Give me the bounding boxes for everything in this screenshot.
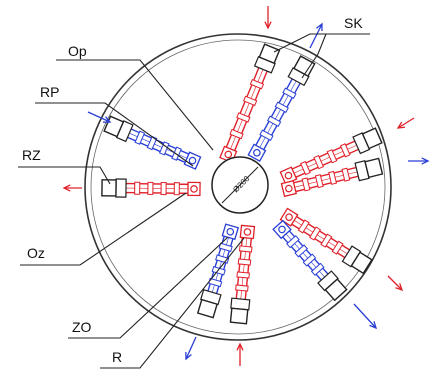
motion-arrows [62,6,430,366]
chamber-inner-circle [90,39,386,335]
manipulator-arms [101,43,384,325]
manipulator-arm-9 [196,223,240,319]
arrow-4 [62,184,82,192]
arrow-3 [87,111,112,123]
arrow-8 [353,303,378,330]
leader-rp [35,102,194,167]
arrow-5 [396,117,415,129]
label-op: Op [68,43,87,59]
label-sk: SK [344,15,363,31]
label-oz: Oz [27,245,45,261]
manipulator-arm-10 [229,224,256,325]
manipulator-arm-7 [279,207,373,275]
manipulator-arm-6 [280,157,384,198]
arrow-10 [236,342,244,366]
label-r: R [112,349,122,365]
manipulator-arm-5 [279,127,383,185]
manipulator-arm-3 [103,115,202,170]
arrow-6 [408,157,430,165]
manipulator-arm-4 [101,178,201,198]
leader-rz [18,166,111,185]
leader-lines [18,33,370,369]
leader-oz [20,192,187,266]
manipulator-arm-8 [272,219,348,302]
label-rz: RZ [22,147,41,163]
arrow-1 [264,6,272,30]
hub-diameter-line [221,166,259,204]
arrow-7 [387,275,404,292]
label-zo: ZO [72,319,92,335]
label-rp: RP [40,84,59,100]
manipulator-arm-2 [247,55,316,163]
arrow-2 [309,22,323,49]
chamber-outer-circle [84,33,392,341]
leader-r [100,237,245,369]
leader-sk [273,33,370,53]
manipulator-arm-1 [219,43,281,164]
leader-zo [68,236,229,339]
leader-op [56,59,214,151]
arrow-9 [185,336,197,361]
leader-sk-2 [301,33,327,79]
